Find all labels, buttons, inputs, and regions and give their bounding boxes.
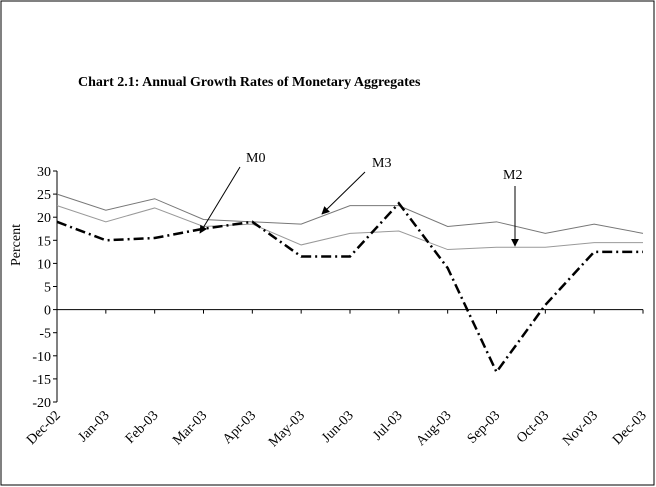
y-tick-label: -20 — [32, 396, 51, 411]
y-tick-label: 20 — [37, 211, 51, 226]
x-tick-label: Dec-02 — [24, 408, 64, 448]
y-tick-label: 10 — [37, 257, 51, 272]
x-tick-label: Oct-03 — [514, 408, 552, 446]
y-tick-label: -15 — [32, 373, 51, 388]
x-tick-label: Dec-03 — [610, 408, 650, 448]
x-tick-label: Sep-03 — [465, 408, 504, 447]
x-tick-label: Mar-03 — [170, 408, 210, 448]
y-tick-label: 25 — [37, 188, 51, 203]
y-tick-label: 15 — [37, 234, 51, 249]
x-tick-label: May-03 — [266, 408, 308, 450]
x-tick-label: Jan-03 — [76, 408, 113, 445]
annotation: M2 — [503, 168, 522, 183]
annotation: M3 — [372, 156, 391, 171]
x-tick-label: Aug-03 — [414, 408, 455, 449]
annotation-arrow — [199, 166, 241, 234]
y-tick-label: 0 — [44, 304, 51, 319]
x-tick-label: Jun-03 — [319, 408, 357, 446]
y-tick-label: 30 — [37, 165, 51, 180]
x-tick-label: Nov-03 — [560, 408, 601, 449]
line-series — [56, 205, 643, 251]
line-series — [56, 201, 643, 375]
line-series — [56, 193, 644, 234]
y-tick-label: -5 — [39, 327, 51, 342]
annotation-arrow — [321, 171, 366, 215]
x-tick-label: Feb-03 — [123, 408, 162, 447]
annotation: M0 — [246, 151, 265, 166]
y-tick-label: -10 — [32, 350, 51, 365]
y-axis-label: Percent — [9, 224, 24, 266]
x-tick-label: Apr-03 — [220, 408, 259, 447]
y-tick-label: 5 — [44, 281, 51, 296]
x-tick-label: Jul-03 — [370, 408, 405, 443]
chart-title: Chart 2.1: Annual Growth Rates of Moneta… — [78, 75, 421, 90]
